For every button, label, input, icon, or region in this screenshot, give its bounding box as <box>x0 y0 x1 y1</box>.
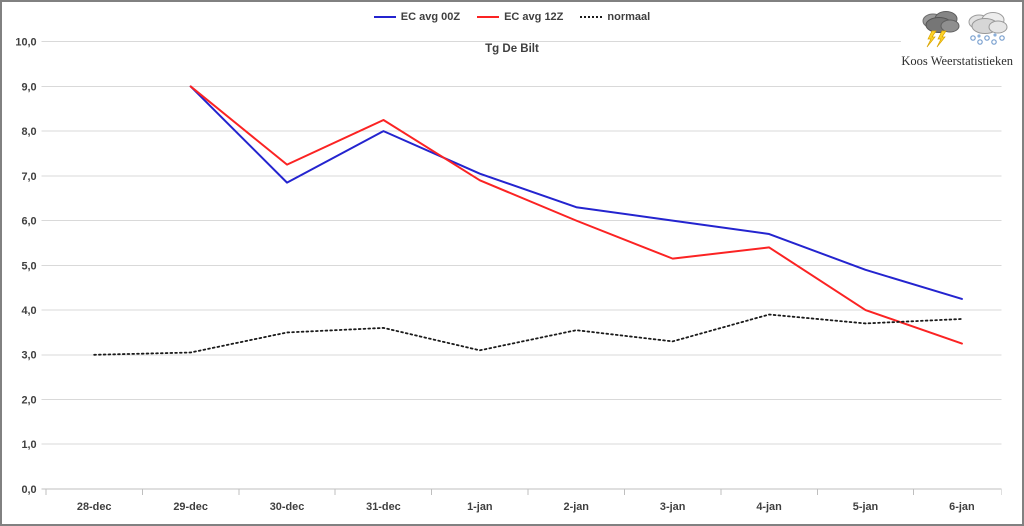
chart-legend: EC avg 00Z EC avg 12Z normaal <box>2 11 1022 23</box>
branding-text: Koos Weerstatistieken <box>901 54 1013 68</box>
series-line-normaal <box>93 313 963 356</box>
y-tick-label: 8,0 <box>21 126 36 138</box>
y-tick-label: 10,0 <box>15 37 36 49</box>
legend-label: EC avg 00Z <box>400 11 461 23</box>
y-tick-label: 0,0 <box>21 484 36 496</box>
cloud-snow-hail-icon <box>968 12 1008 45</box>
y-tick-label: 6,0 <box>21 216 36 228</box>
branding-block: Koos Weerstatistieken <box>901 8 1015 73</box>
weather-icons <box>901 10 1015 48</box>
red-line-sample <box>477 16 500 18</box>
legend-label: normaal <box>607 11 651 23</box>
y-tick-label: 2,0 <box>21 394 36 406</box>
chart-title: Tg De Bilt <box>485 43 539 55</box>
x-tick-label: 4-jan <box>756 501 781 513</box>
x-tick-label: 28-dec <box>77 501 112 513</box>
legend-label: EC avg 12Z <box>504 11 564 23</box>
x-tick-label: 3-jan <box>660 501 685 513</box>
legend-item-ec-avg-00z: EC avg 00Z <box>373 11 461 23</box>
y-tick-label: 3,0 <box>21 350 36 362</box>
legend-item-ec-avg-12z: EC avg 12Z <box>477 11 563 23</box>
x-tick-label: 30-dec <box>270 501 305 513</box>
x-tick-label: 6-jan <box>949 501 974 513</box>
x-tick-label: 5-jan <box>853 501 878 513</box>
y-tick-label: 4,0 <box>21 305 36 317</box>
legend-item-normaal: normaal <box>580 11 650 23</box>
y-tick-label: 5,0 <box>21 260 36 272</box>
storm-cloud-lightning-icon <box>922 11 960 48</box>
dotted-line-sample <box>580 16 603 18</box>
x-tick-label: 2-jan <box>564 501 589 513</box>
x-tick-label: 29-dec <box>173 501 208 513</box>
y-tick-label: 7,0 <box>21 171 36 183</box>
blue-line-sample <box>373 16 396 18</box>
y-tick-label: 1,0 <box>21 439 36 451</box>
series-line-ec-avg-00z <box>189 85 963 300</box>
series-line-ec-avg-12z <box>189 85 963 345</box>
y-tick-label: 9,0 <box>21 81 36 93</box>
x-tick-label: 31-dec <box>366 501 401 513</box>
x-tick-label: 1-jan <box>467 501 492 513</box>
